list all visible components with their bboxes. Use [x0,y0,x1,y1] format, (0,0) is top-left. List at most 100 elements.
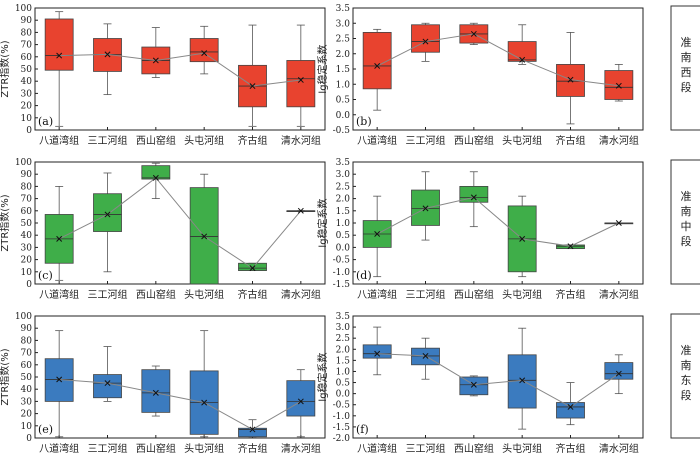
chart-panel: -2.0-1.5-1.0-0.50.00.5 1.01.52.02.53.03.5… [316,312,644,455]
mean-marker [104,211,111,218]
box-iqr [44,18,74,71]
box [362,195,392,278]
box [93,172,122,273]
x-tick-label: 八道湾组 [39,134,79,147]
y-tick-label: 1.5 [336,65,351,75]
box [44,11,74,127]
y-tick-label: 2.5 [336,182,351,192]
x-tick-label: 齐古组 [556,134,586,147]
y-tick-label: 70 [21,195,33,205]
y-tick-label: 20 [21,256,33,266]
x-tick-label: 清水河组 [281,288,321,301]
box [411,337,440,380]
x-tick-label: 三工河组 [88,288,128,301]
mean-marker [201,233,208,240]
y-tick-label: 0 [26,434,32,444]
mean-marker [615,220,622,226]
x-tick-label: 三工河组 [406,442,446,455]
box-iqr [93,374,122,399]
y-tick-label: 20 [21,410,33,420]
box [286,24,316,127]
mean-marker [470,30,477,37]
chart-panel: 0 10 20 30 40 50 60 70 80 90 100 ZTR指数(%) 八道湾组 三工河组 西山… [0,158,326,301]
y-axis-label: ZTR指数(%) [0,194,11,251]
mean-marker [615,82,622,89]
region-label-text: 准南西段 [681,36,692,94]
x-tick-label: 八道湾组 [357,288,397,301]
box-iqr [362,344,392,359]
box [604,64,634,102]
box [189,330,219,438]
x-tick-label: 西山窑组 [136,134,176,147]
plot-frame [34,315,326,439]
x-tick-label: 八道湾组 [39,442,79,455]
x-tick-label: 八道湾组 [357,442,397,455]
mean-marker [297,77,304,83]
mean-trend-line [58,177,302,269]
mean-marker [152,389,159,396]
y-tick-label: 0 [26,126,32,136]
mean-trend-line [376,196,620,247]
y-tick-label: 0.5 [336,379,351,389]
y-tick-label: 0.0 [336,390,351,400]
x-tick-label: 齐古组 [556,288,586,301]
region-label: 准南西段 [670,5,700,131]
box-iqr [459,376,489,396]
x-tick-label: 西山窑组 [454,442,494,455]
y-tick-label: 3.0 [336,323,351,333]
region-label: 准南中段 [670,159,700,285]
region-label-text: 准南中段 [681,190,692,248]
y-tick-label: 80 [21,28,33,38]
mean-marker [470,381,477,388]
box [459,171,489,228]
y-tick-label: 20 [21,102,33,112]
mean-marker [519,235,526,242]
y-tick-label: 40 [21,77,33,87]
y-tick-label: 80 [21,336,33,346]
x-tick-label: 头屯河组 [502,134,542,147]
plot-frame [34,7,326,131]
box [93,23,122,96]
y-axis-label: ZTR指数(%) [0,348,11,405]
mean-marker [615,370,622,377]
mean-trend-line [377,353,620,408]
plot-frame [352,161,644,285]
panel-label: (a) [38,115,53,128]
panel-label: (c) [38,269,53,282]
box [604,354,634,395]
x-tick-label: 三工河组 [88,442,128,455]
mean-marker [374,231,381,237]
region-label: 准南东段 [670,313,700,439]
mean-marker [422,205,429,212]
mean-marker [297,398,304,405]
x-tick-label: 齐古组 [238,134,268,147]
y-tick-label: 70 [21,349,33,359]
y-tick-label: -0.5 [333,401,351,411]
box-iqr [556,402,585,419]
mean-marker [104,380,111,387]
box [238,419,267,438]
x-tick-label: 清水河组 [599,288,639,301]
chart-panel: 0 10 20 30 40 50 60 70 80 90 100 ZTR指数(%) 八道湾组 三工河组 西山… [0,312,326,455]
x-tick-label: 清水河组 [281,442,321,455]
mean-marker [519,56,526,63]
panel-label: (d) [356,269,372,282]
y-tick-label: 0.5 [336,96,351,106]
y-tick-label: 1.5 [336,356,351,366]
x-tick-label: 头屯河组 [184,134,224,147]
plot-frame [34,161,326,285]
box-iqr [238,262,267,271]
y-tick-label: -1.0 [333,268,351,278]
x-tick-label: 齐古组 [238,288,268,301]
x-tick-label: 三工河组 [406,134,446,147]
y-tick-label: 3.0 [336,170,351,180]
mean-marker [104,51,111,58]
x-tick-label: 八道湾组 [39,288,79,301]
y-tick-label: 1.0 [336,80,351,90]
mean-marker [470,194,477,201]
region-label-box [670,5,700,131]
y-tick-label: 10 [21,422,33,432]
mean-trend-line [59,378,302,431]
mean-marker [422,38,429,45]
